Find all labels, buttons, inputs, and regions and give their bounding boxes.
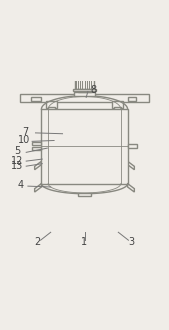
Polygon shape [128,183,134,192]
Bar [73,89,95,91]
Text: 2: 2 [34,237,40,247]
Bar [80,73,89,76]
Text: 10: 10 [18,136,30,146]
Bar [128,145,137,148]
Bar [48,107,55,110]
Bar [78,89,91,92]
Bar [20,94,149,103]
Bar [32,142,41,145]
Bar [31,97,41,101]
Bar [41,109,128,183]
Bar [112,101,123,108]
Polygon shape [35,183,41,192]
Bar [128,97,136,101]
Text: 1: 1 [81,237,88,247]
Bar [32,147,41,150]
Text: 12: 12 [11,156,23,166]
Polygon shape [128,161,134,170]
Bar [75,76,94,89]
Polygon shape [35,161,41,170]
Bar [114,107,121,110]
Bar [46,101,57,108]
Text: 5: 5 [14,147,20,156]
Text: 7: 7 [22,127,28,137]
Bar [78,192,91,196]
Bar [74,92,95,96]
Text: 3: 3 [129,237,135,247]
Text: 8: 8 [90,85,96,95]
Text: 13: 13 [11,161,23,171]
Text: 4: 4 [17,180,23,190]
